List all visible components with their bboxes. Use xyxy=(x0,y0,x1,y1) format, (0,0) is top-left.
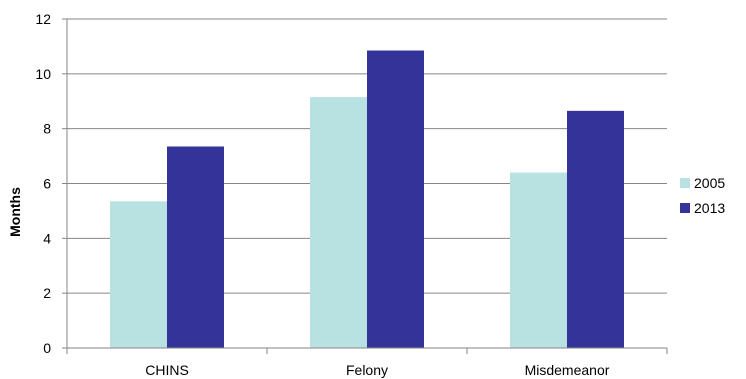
y-tick-label: 8 xyxy=(43,121,51,137)
y-tick-labels: 0 2 4 6 8 10 12 xyxy=(35,11,51,356)
axes xyxy=(62,18,668,354)
y-tick-label: 2 xyxy=(43,285,51,301)
legend-label-2013: 2013 xyxy=(694,200,725,216)
x-category-labels: CHINS Felony Misdemeanor xyxy=(145,362,610,378)
bar-2013-felony xyxy=(367,50,424,348)
bars xyxy=(110,50,624,349)
legend-label-2005: 2005 xyxy=(694,175,725,191)
x-category-label: Misdemeanor xyxy=(525,362,610,378)
bar-2005-misdemeanor xyxy=(510,172,567,348)
bar-2005-felony xyxy=(310,97,367,348)
y-tick-label: 10 xyxy=(35,66,51,82)
y-tick-label: 4 xyxy=(43,230,51,246)
y-tick-label: 12 xyxy=(35,11,51,27)
y-tick-label: 0 xyxy=(43,340,51,356)
legend: 2005 2013 xyxy=(680,175,725,216)
y-axis-title: Months xyxy=(7,187,23,237)
bar-2013-chins xyxy=(167,146,224,348)
x-category-label: Felony xyxy=(346,362,388,378)
x-category-label: CHINS xyxy=(145,362,189,378)
y-tick-label: 6 xyxy=(43,176,51,192)
bar-2013-misdemeanor xyxy=(567,110,624,349)
legend-swatch-2005 xyxy=(680,178,690,188)
legend-swatch-2013 xyxy=(680,203,690,213)
bar-2005-chins xyxy=(110,201,167,348)
